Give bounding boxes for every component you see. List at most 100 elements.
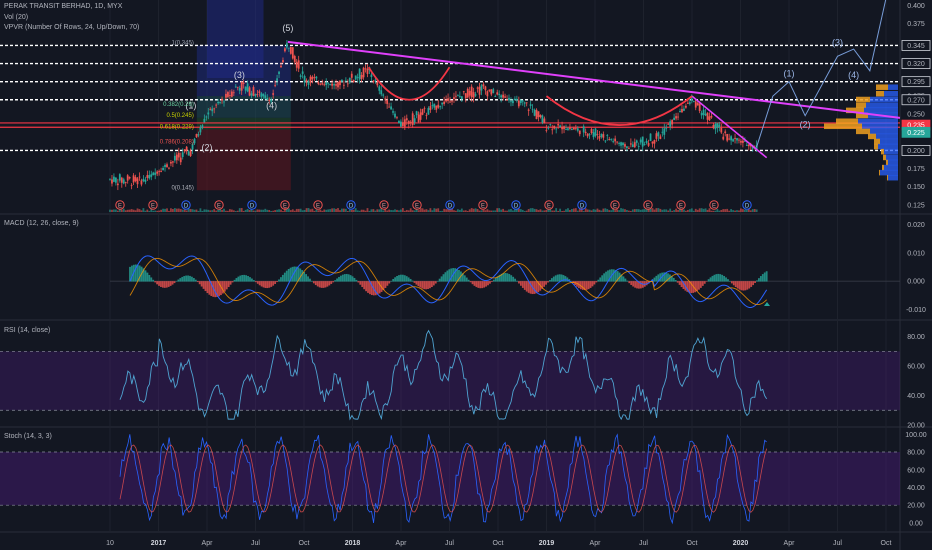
volume-bar: [679, 208, 681, 212]
macd-histogram-bar: [471, 281, 474, 285]
volume-bar: [166, 208, 168, 212]
macd-histogram-bar: [603, 273, 606, 282]
macd-histogram-bar: [680, 281, 683, 288]
volume-bar: [433, 208, 436, 212]
price-candle-body: [582, 126, 585, 133]
macd-histogram-bar: [730, 281, 733, 284]
volume-bar: [618, 210, 620, 212]
price-candle-body: [311, 76, 314, 80]
price-candle-body: [523, 102, 526, 104]
event-marker-label: E: [679, 204, 683, 210]
macd-histogram-bar: [626, 280, 629, 282]
macd-histogram-bar: [719, 274, 722, 282]
volume-bar: [392, 210, 394, 212]
volume-bar: [722, 209, 725, 212]
price-candle-body: [284, 48, 286, 52]
event-marker-circle: [610, 200, 620, 210]
volume-bar: [686, 209, 689, 212]
event-marker-label: D: [580, 204, 585, 210]
macd-histogram-bar: [229, 281, 232, 285]
macd-histogram-bar: [560, 274, 563, 282]
macd-histogram-bar: [330, 281, 333, 284]
volume-bar: [262, 209, 265, 212]
volume-bar: [398, 210, 400, 212]
macd-histogram-bar: [278, 279, 280, 282]
macd-histogram-bar: [196, 281, 199, 283]
price-candle-body: [307, 81, 310, 85]
macd-histogram-bar: [270, 281, 273, 287]
macd-histogram-bar: [579, 281, 582, 290]
volume-bar: [248, 210, 251, 212]
volume-indicator-label[interactable]: Vol (20): [4, 14, 29, 21]
price-candle-body: [443, 101, 446, 104]
macd-histogram-bar: [537, 281, 540, 293]
price-candle-body: [714, 124, 717, 130]
vpvr-bar-up: [874, 143, 878, 150]
macd-histogram-bar: [467, 279, 470, 282]
breakdown-trendline: [691, 95, 768, 159]
volume-bar: [675, 208, 677, 212]
event-marker-circle: [742, 200, 752, 210]
macd-indicator-label[interactable]: MACD (12, 26, close, 9): [4, 220, 79, 227]
macd-histogram-bar: [454, 268, 457, 282]
macd-histogram-bar: [665, 272, 667, 282]
price-candle-body: [396, 117, 398, 119]
price-candle-body: [643, 144, 646, 146]
price-candle-body: [282, 60, 284, 63]
macd-histogram-bar: [156, 281, 158, 285]
price-candle-body: [240, 81, 243, 91]
macd-histogram-bar: [264, 281, 267, 288]
price-candle-body: [166, 164, 168, 168]
vpvr-bar-down: [866, 102, 898, 109]
stoch-indicator-label[interactable]: Stoch (14, 3, 3): [4, 433, 52, 440]
macd-histogram-bar: [171, 281, 174, 285]
price-tick-label: 0.320: [907, 61, 925, 68]
macd-tick-label: 0.000: [907, 279, 925, 286]
macd-histogram-bar: [239, 275, 242, 282]
price-candle-body: [394, 113, 396, 118]
macd-histogram-bar: [514, 278, 516, 282]
macd-histogram-bar: [221, 281, 224, 294]
price-candle-body: [333, 84, 335, 86]
price-candle-body: [358, 68, 361, 80]
stoch-d-line: [119, 444, 768, 513]
volume-bar: [472, 208, 475, 212]
volume-bar: [537, 210, 540, 212]
volume-bar: [400, 209, 402, 212]
volume-bar: [555, 208, 558, 212]
price-candle-body: [590, 128, 593, 133]
price-candle-body: [718, 124, 721, 128]
volume-bar: [514, 209, 516, 212]
price-candle-body: [244, 86, 247, 91]
price-candle-body: [144, 179, 147, 182]
volume-bar: [146, 209, 149, 212]
price-candle-body: [512, 100, 514, 104]
volume-bar: [576, 210, 579, 212]
volume-bar: [726, 208, 729, 212]
price-candle-body: [140, 180, 143, 185]
price-candle-body: [663, 128, 666, 135]
volume-bar: [333, 208, 335, 212]
volume-bar: [343, 208, 345, 212]
volume-bar: [745, 210, 748, 212]
macd-histogram-bar: [241, 274, 244, 282]
rsi-indicator-label[interactable]: RSI (14, close): [4, 327, 51, 334]
volume-bar: [217, 209, 220, 212]
price-candle-body: [738, 139, 740, 141]
price-tick-label: 0.235: [907, 123, 925, 130]
volume-bar: [447, 208, 449, 212]
macd-histogram-bar: [401, 274, 404, 282]
price-candle-body: [547, 127, 550, 129]
price-candle-body: [496, 92, 499, 95]
price-candle-body: [274, 85, 277, 87]
macd-histogram-bar: [146, 272, 149, 282]
price-candle-body: [201, 125, 204, 128]
price-candle-body: [519, 100, 522, 104]
volume-bar: [533, 208, 536, 212]
fib-zone-green: [196, 117, 291, 130]
macd-histogram-bar: [200, 281, 203, 287]
price-candle-body: [478, 86, 481, 95]
vpvr-indicator-label[interactable]: VPVR (Number Of Rows, 24, Up/Down, 70): [4, 24, 140, 31]
volume-bar: [692, 210, 695, 212]
